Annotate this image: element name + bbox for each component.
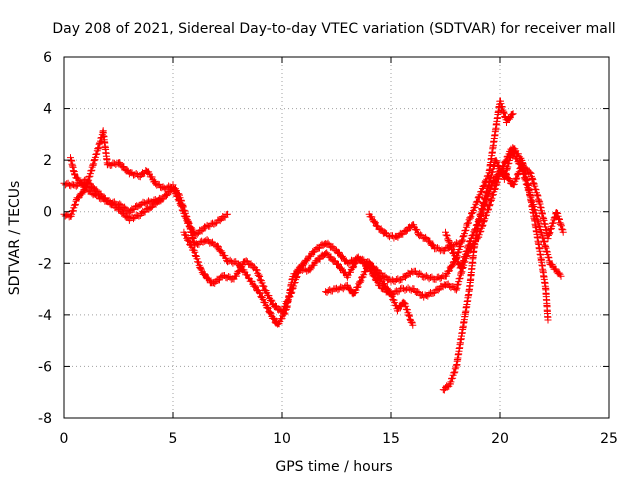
x-axis-label: GPS time / hours [275,459,392,475]
grid-lines [64,57,609,418]
y-tick-label: 6 [43,50,52,66]
x-tick-label: 20 [491,431,509,447]
data-marks [60,97,567,394]
x-tick-labels: 0 5 10 15 20 25 [60,431,618,447]
y-tick-label: 0 [43,205,52,221]
x-tick-label: 15 [382,431,400,447]
x-tick-label: 0 [60,431,69,447]
x-tick-label: 25 [600,431,618,447]
y-tick-label: 4 [43,102,52,118]
axis-ticks [63,56,610,419]
plot-frame [63,56,610,419]
y-tick-labels: -8 -6 -4 -2 0 2 4 6 [38,50,52,427]
x-tick-label: 10 [273,431,291,447]
series-track-5 [322,259,417,329]
chart-title: Day 208 of 2021, Sidereal Day-to-day VTE… [52,21,615,37]
y-tick-label: 2 [43,153,52,169]
series-markers [442,144,552,324]
y-tick-label: -4 [38,308,52,324]
series-track-8 [442,144,552,324]
y-tick-label: -8 [38,411,52,427]
y-tick-label: -6 [38,359,52,375]
x-tick-label: 5 [169,431,178,447]
y-axis-label: SDTVAR / TECUs [7,181,23,296]
series-markers [322,259,417,329]
y-tick-label: -2 [38,256,52,272]
